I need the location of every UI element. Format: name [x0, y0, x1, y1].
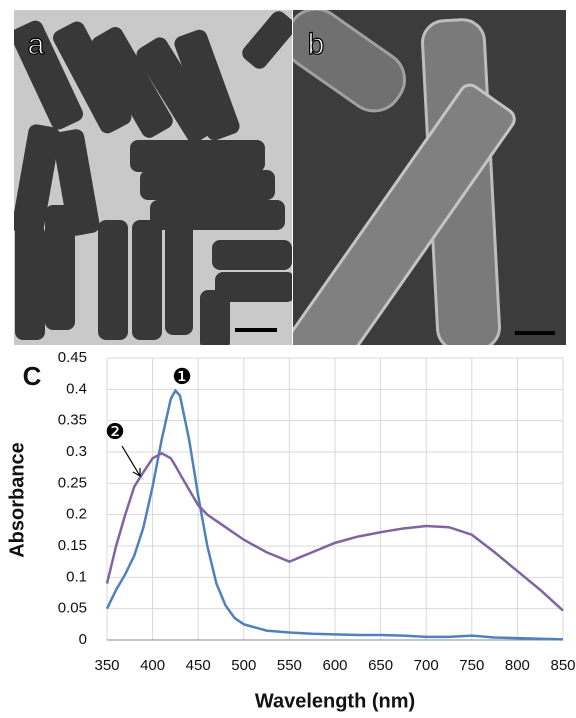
arrow — [121, 445, 141, 477]
y-tick-label: 0.35 — [58, 412, 87, 429]
panel-label: a — [28, 28, 45, 61]
y-axis-label: Absorbance — [6, 442, 28, 558]
y-tick-label: 0 — [79, 631, 87, 648]
x-tick-label: 850 — [550, 657, 575, 674]
panel-label: b — [308, 28, 325, 61]
y-tick-label: 0.15 — [58, 537, 87, 554]
x-tick-label: 500 — [231, 657, 256, 674]
y-tick-label: 0.4 — [66, 380, 87, 397]
micrograph-b — [293, 10, 566, 345]
x-tick-label: 400 — [140, 657, 165, 674]
y-tick-label: 0.25 — [58, 474, 87, 491]
x-tick-label: 600 — [322, 657, 347, 674]
x-tick-label: 550 — [277, 657, 302, 674]
x-tick-label: 650 — [368, 657, 393, 674]
micrograph-a — [14, 10, 292, 345]
y-tick-label: 0.05 — [58, 600, 87, 617]
x-axis-label: Wavelength (nm) — [255, 690, 415, 712]
y-tick-label: 0.3 — [66, 443, 87, 460]
plot: 0 0.05 0.1 0.15 0.2 0.25 0.3 0.35 0.4 0.45 350 400 4… — [58, 349, 576, 674]
arrow-head — [132, 468, 141, 478]
x-tick-label: 350 — [94, 657, 119, 674]
y-tick-label: 0.1 — [66, 568, 87, 585]
y-tick-label: 0.45 — [58, 349, 87, 366]
series-line — [105, 451, 564, 612]
panel-label: C — [23, 361, 42, 391]
x-tick-label: 450 — [186, 657, 211, 674]
x-tick-label: 800 — [505, 657, 530, 674]
series-marker: ❶ — [172, 365, 192, 390]
series-line — [105, 388, 564, 641]
y-tick-label: 0.2 — [66, 506, 87, 523]
x-tick-label: 750 — [459, 657, 484, 674]
series-marker: ❷ — [105, 420, 125, 445]
x-tick-label: 700 — [414, 657, 439, 674]
